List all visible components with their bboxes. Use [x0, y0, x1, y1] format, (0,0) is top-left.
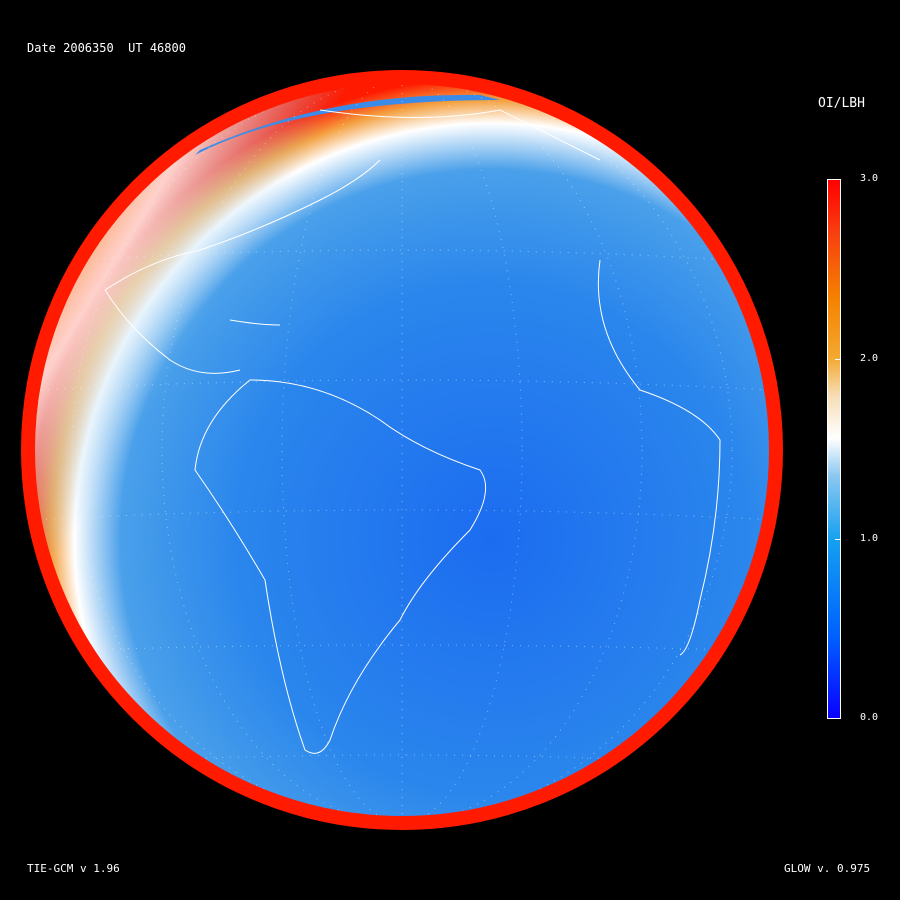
- date-label: Date 2006350 UT 46800: [27, 41, 186, 55]
- colorbar: [827, 179, 841, 719]
- model-version-label: TIE-GCM v 1.96: [27, 862, 120, 875]
- polar-patch: [195, 94, 500, 155]
- colorbar-tick: [835, 359, 840, 360]
- glow-version-label: GLOW v. 0.975: [784, 862, 871, 875]
- terminator-glow: [28, 77, 776, 823]
- colorbar-tick-label: 0.0: [860, 712, 879, 723]
- coastlines: [104, 109, 721, 754]
- colorbar-tick-label: 1.0: [860, 533, 879, 544]
- graticule: [29, 77, 776, 823]
- colorbar-tick-label: 2.0: [860, 353, 879, 364]
- colorbar-tick-label: 3.0: [860, 173, 879, 184]
- date-text: Date 2006350: [27, 41, 114, 55]
- ut-text: UT 46800: [128, 41, 186, 55]
- colorbar-title: OI/LBH: [818, 96, 865, 111]
- globe-limb: [21, 70, 783, 830]
- colorbar-tick: [835, 539, 840, 540]
